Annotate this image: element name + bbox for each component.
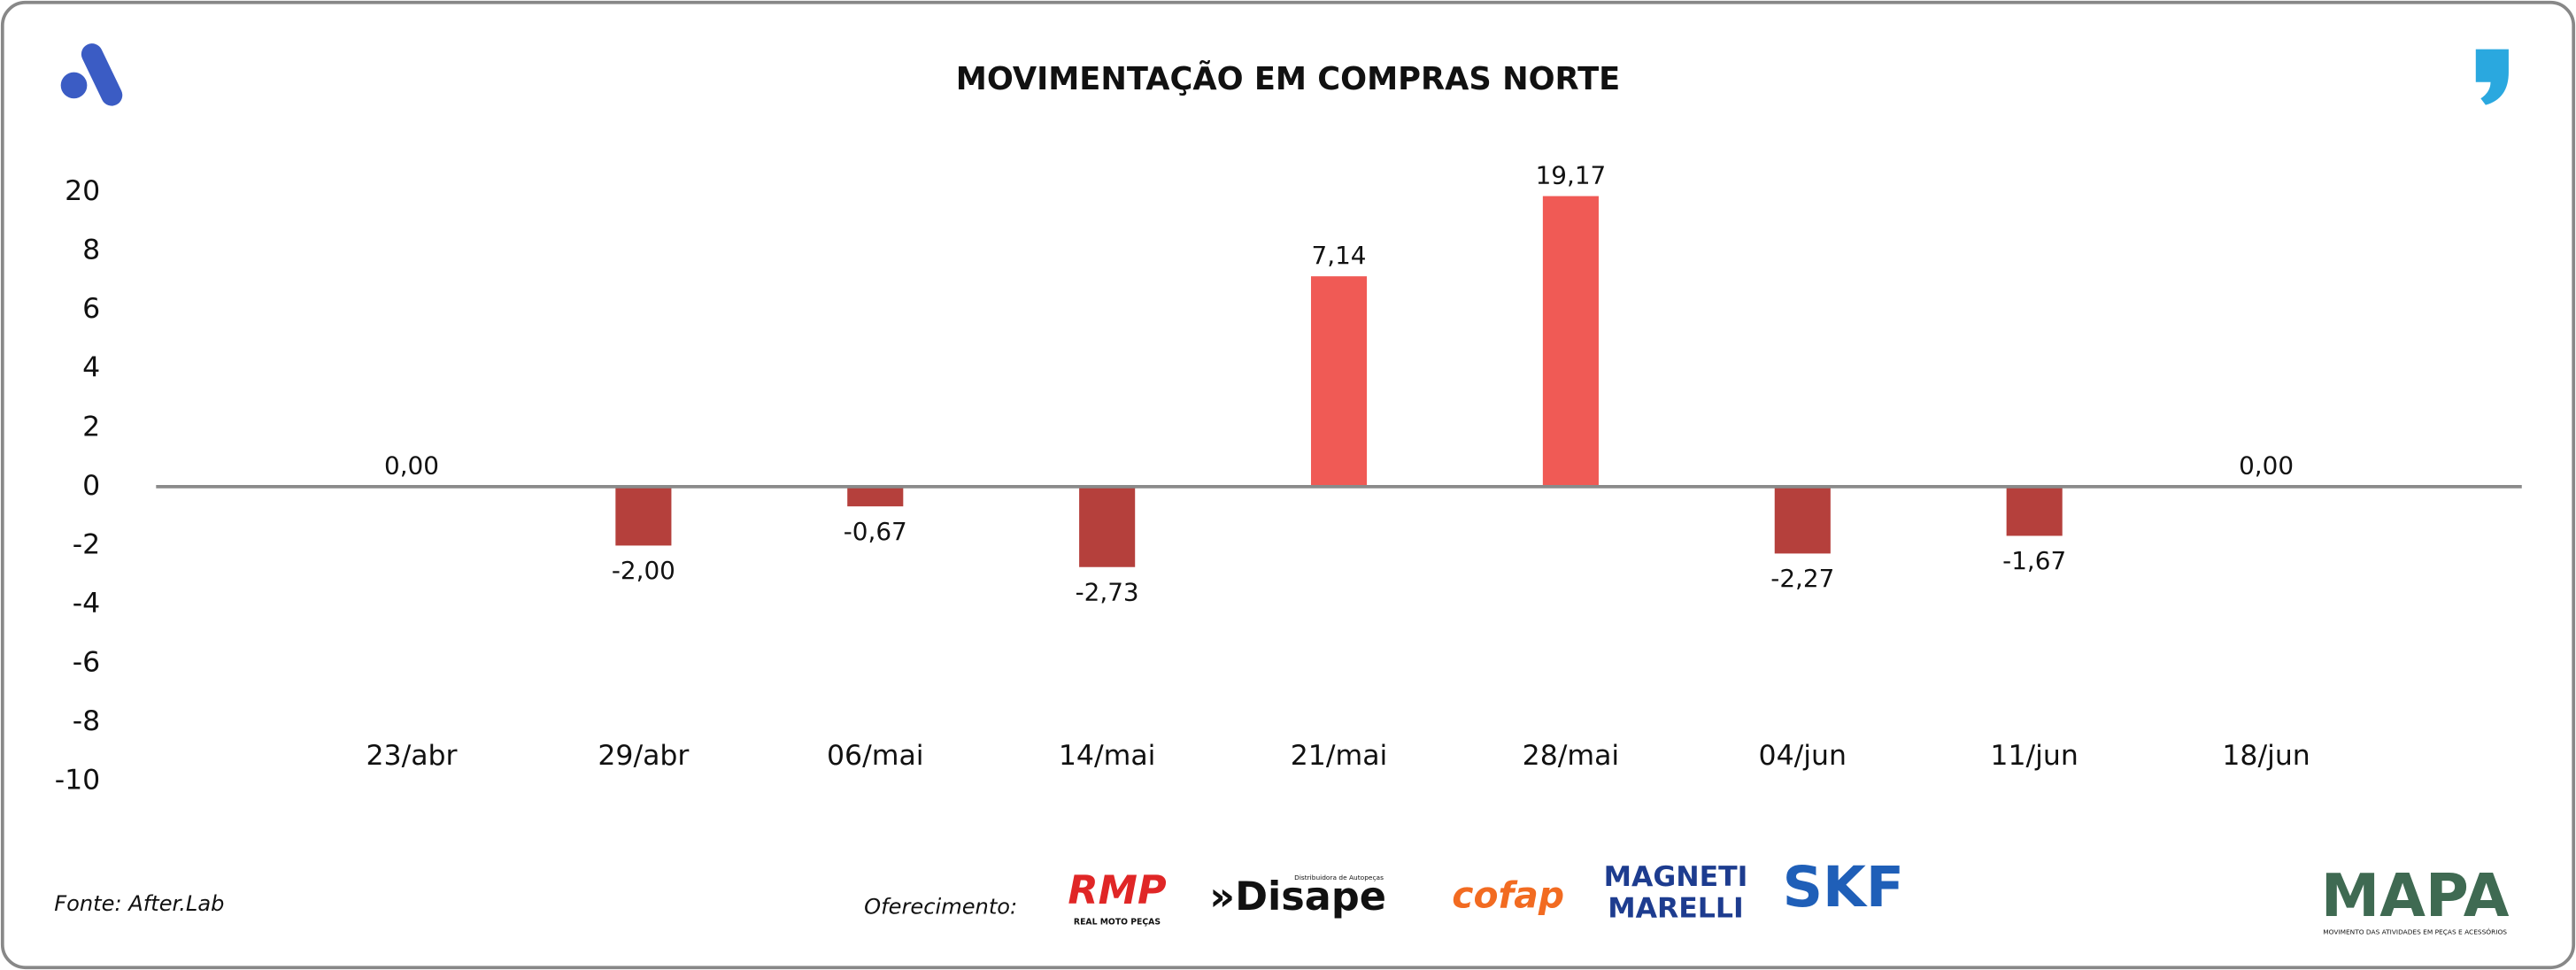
brand-logo: MAPA	[2321, 861, 2510, 930]
y-tick-label: -10	[55, 765, 101, 797]
bar	[1774, 486, 1831, 554]
value-label: -0,67	[844, 517, 907, 546]
bar	[1310, 276, 1368, 487]
bar	[615, 486, 672, 546]
sponsor-logo: MARELLI	[1608, 892, 1744, 924]
value-label: -2,00	[612, 556, 675, 585]
sponsor-logo: »Disape	[1209, 874, 1386, 920]
y-tick-label: -2	[73, 528, 100, 560]
x-tick-label: 06/mai	[827, 740, 924, 772]
logo-comma	[2475, 49, 2509, 105]
logo-a	[60, 43, 123, 106]
x-tick-label: 29/abr	[598, 740, 689, 772]
y-tick-label: 0	[82, 470, 100, 502]
y-tick-label: 6	[82, 293, 100, 325]
value-label: 7,14	[1312, 241, 1367, 270]
x-tick-label: 14/mai	[1059, 740, 1156, 772]
value-label: -2,27	[1770, 564, 1834, 593]
sponsor-logo-sub: Distribuidora de Autopeças	[1294, 874, 1384, 881]
y-tick-label: -6	[73, 647, 100, 679]
x-tick-label: 23/abr	[366, 740, 457, 772]
y-tick-label: -4	[73, 588, 100, 620]
value-label: -1,67	[2002, 546, 2066, 575]
bar	[847, 486, 904, 507]
bar	[2006, 486, 2063, 536]
y-tick-label: 20	[65, 175, 100, 207]
value-label: 0,00	[384, 451, 439, 481]
x-tick-label: 11/jun	[1990, 740, 2078, 772]
chart-title: MOVIMENTAÇÃO EM COMPRAS NORTE	[956, 60, 1620, 97]
sponsor-logo: cofap	[1452, 874, 1564, 916]
y-tick-label: 8	[82, 235, 100, 266]
x-tick-label: 21/mai	[1291, 740, 1388, 772]
sponsor-logo-sub: REAL MOTO PEÇAS	[1074, 918, 1161, 928]
value-label: 19,17	[1536, 160, 1607, 189]
bar	[1079, 486, 1136, 567]
sponsor-logo: MAGNETI	[1604, 861, 1748, 893]
value-label: -2,73	[1076, 577, 1139, 606]
brand-subtitle: MOVIMENTO DAS ATIVIDADES EM PEÇAS E ACES…	[2323, 928, 2507, 935]
y-tick-label: -8	[73, 705, 100, 737]
y-tick-label: 2	[82, 411, 100, 443]
x-tick-label: 04/jun	[1759, 740, 1847, 772]
x-tick-label: 28/mai	[1523, 740, 1620, 772]
sponsor-logo: RMP	[1068, 868, 1167, 913]
sponsor-logo: SKF	[1783, 854, 1904, 920]
value-label: 0,00	[2239, 451, 2294, 481]
y-tick-label: 4	[82, 352, 100, 384]
source: Fonte: After.Lab	[54, 891, 224, 916]
bar	[1542, 196, 1599, 487]
x-tick-label: 18/jun	[2222, 740, 2310, 772]
sponsor-label: Oferecimento:	[864, 895, 1017, 920]
